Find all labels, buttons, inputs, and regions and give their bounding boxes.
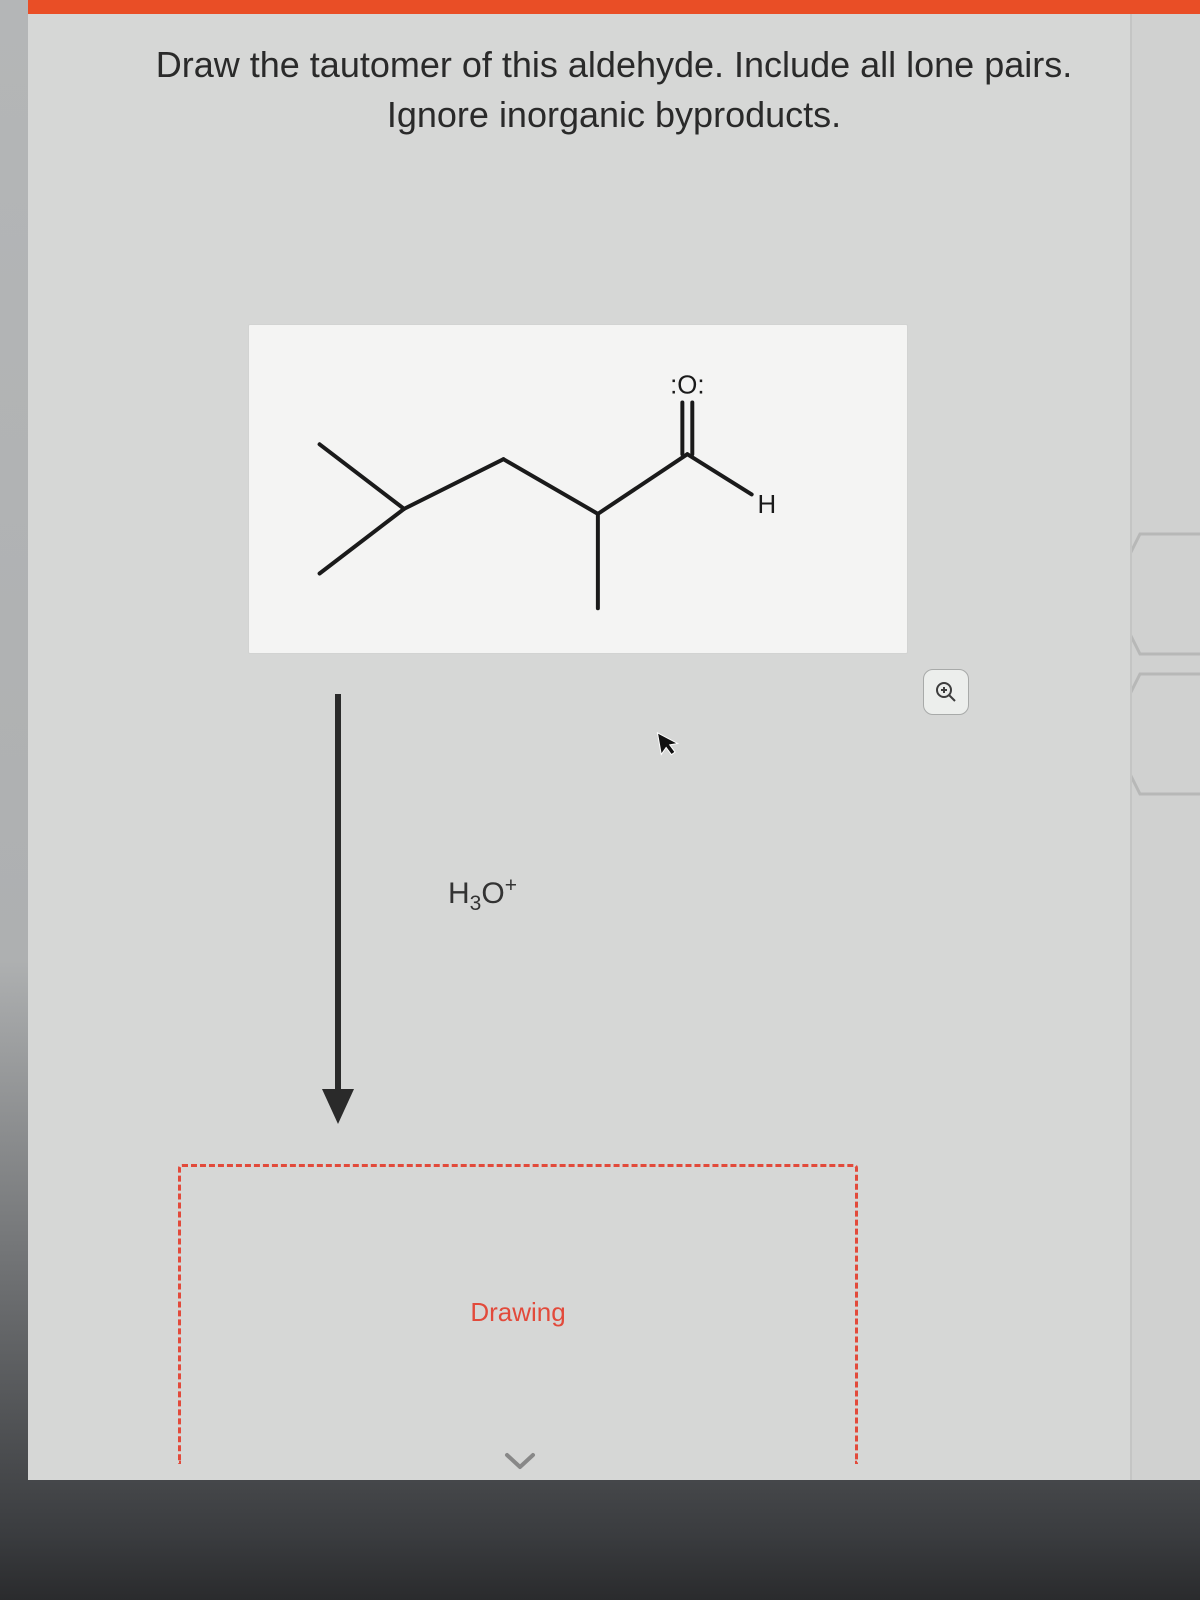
question-text: Draw the tautomer of this aldehyde. Incl… bbox=[28, 14, 1200, 151]
hexagon-hint-icon bbox=[1130, 514, 1200, 814]
question-line-2: Ignore inorganic byproducts. bbox=[387, 94, 841, 135]
reactant-structure-box[interactable]: :O: H bbox=[248, 324, 908, 654]
content-area: Draw the tautomer of this aldehyde. Incl… bbox=[28, 14, 1200, 1480]
molecule-svg: :O: H bbox=[249, 325, 907, 653]
cursor-icon bbox=[655, 727, 683, 765]
drawing-dropzone[interactable]: Drawing bbox=[178, 1164, 858, 1464]
reaction-panel: :O:H H3O+ Drawin bbox=[98, 174, 1110, 1460]
svg-text:H: H bbox=[758, 491, 777, 519]
reagent-label: H3O+ bbox=[448, 874, 517, 916]
svg-text::O:: :O: bbox=[670, 372, 704, 400]
app-screen: Draw the tautomer of this aldehyde. Incl… bbox=[28, 0, 1200, 1480]
zoom-button[interactable] bbox=[923, 669, 969, 715]
top-accent-bar bbox=[28, 0, 1200, 14]
drawing-label: Drawing bbox=[181, 1297, 855, 1328]
magnify-plus-icon bbox=[934, 680, 958, 704]
reaction-arrow-icon bbox=[318, 694, 358, 1124]
right-tool-strip bbox=[1130, 14, 1200, 1480]
question-line-1: Draw the tautomer of this aldehyde. Incl… bbox=[156, 44, 1073, 85]
chevron-down-icon[interactable] bbox=[503, 1444, 537, 1481]
